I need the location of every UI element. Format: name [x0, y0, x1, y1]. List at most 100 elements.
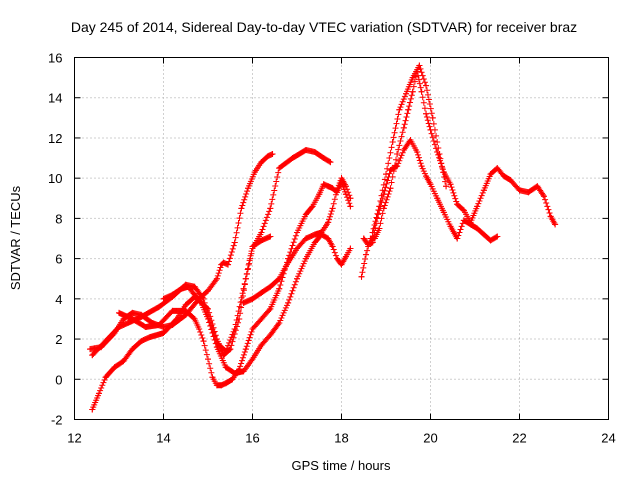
x-axis-label: GPS time / hours: [292, 458, 391, 473]
data-point: [191, 315, 198, 322]
series-arc-1: [87, 151, 276, 353]
data-point: [547, 213, 554, 220]
y-tick-label: 4: [55, 292, 62, 307]
data-point: [87, 346, 94, 353]
data-point: [245, 185, 252, 192]
data-point: [129, 315, 136, 322]
data-point: [500, 173, 507, 180]
x-tick-label: 24: [601, 431, 615, 446]
data-point: [205, 356, 211, 363]
data-point: [436, 151, 443, 158]
x-tick-label: 18: [334, 431, 348, 446]
data-point: [220, 259, 227, 266]
data-point: [265, 153, 272, 160]
data-point: [184, 283, 191, 290]
data-point: [380, 205, 387, 212]
data-point: [240, 299, 247, 306]
data-point: [200, 295, 207, 302]
data-point: [487, 171, 494, 178]
series-markers-arc-4: [116, 179, 354, 389]
data-point: [443, 183, 450, 190]
data-point: [494, 165, 501, 172]
data-point: [276, 285, 283, 292]
data-point: [325, 219, 332, 226]
data-point: [242, 275, 249, 282]
data-point: [325, 235, 332, 242]
series-arc-9: [369, 62, 450, 236]
data-series: [87, 62, 559, 413]
data-point: [267, 332, 274, 339]
series-arc-4: [116, 179, 354, 389]
data-point: [418, 163, 425, 170]
y-tick-label: 0: [55, 372, 62, 387]
data-point: [534, 183, 541, 190]
data-point: [409, 88, 416, 95]
data-point: [294, 245, 300, 252]
series-arc-3: [89, 233, 274, 413]
series-markers-arc-9: [369, 62, 450, 236]
data-point: [231, 239, 238, 246]
y-tick-label: 16: [48, 51, 62, 66]
data-point: [111, 364, 118, 371]
data-point: [347, 195, 354, 202]
data-point: [480, 187, 487, 194]
data-point: [416, 62, 423, 69]
data-point: [387, 167, 394, 174]
data-point: [205, 315, 211, 322]
data-point: [116, 309, 122, 316]
data-point: [200, 338, 207, 345]
data-point: [460, 217, 467, 224]
data-point: [507, 177, 514, 184]
chart-title: Day 245 of 2014, Sidereal Day-to-day VTE…: [71, 19, 577, 35]
data-point: [376, 203, 383, 210]
data-point: [334, 255, 341, 262]
data-point: [325, 183, 332, 190]
data-point: [249, 326, 256, 332]
data-point: [120, 358, 127, 365]
y-tick-label: 10: [48, 171, 62, 186]
data-point: [294, 229, 300, 236]
series-arc-8: [360, 136, 501, 248]
data-point: [229, 376, 236, 383]
data-point: [258, 315, 265, 322]
grid: [74, 57, 609, 420]
data-point: [387, 185, 394, 192]
data-point: [394, 151, 401, 158]
data-point: [329, 185, 336, 192]
data-point: [407, 136, 414, 143]
data-point: [222, 380, 229, 387]
data-point: [371, 235, 378, 242]
x-tick-label: 20: [423, 431, 437, 446]
data-point: [403, 90, 410, 97]
data-point: [320, 155, 327, 162]
data-point: [394, 163, 401, 170]
series-arc-7: [358, 68, 559, 280]
data-point: [267, 205, 274, 212]
data-point: [231, 370, 238, 377]
x-tick-label: 22: [512, 431, 526, 446]
data-point: [347, 203, 354, 210]
data-point: [320, 181, 327, 188]
data-point: [342, 253, 349, 260]
data-point: [124, 319, 131, 326]
data-point: [249, 243, 256, 250]
data-point: [267, 283, 274, 290]
data-point: [285, 299, 292, 306]
data-point: [329, 243, 336, 250]
data-point: [447, 223, 454, 230]
data-point: [285, 259, 292, 266]
data-point: [360, 235, 367, 242]
data-point: [389, 138, 396, 145]
data-point: [276, 319, 283, 326]
data-point: [89, 352, 96, 359]
data-point: [309, 203, 316, 210]
data-point: [338, 261, 345, 268]
data-point: [369, 239, 376, 246]
data-point: [89, 406, 96, 413]
series-markers-arc-3: [89, 233, 274, 413]
data-point: [213, 275, 220, 282]
data-point: [400, 124, 407, 131]
y-tick-label: 8: [55, 211, 62, 226]
data-point: [227, 346, 234, 353]
data-point: [225, 261, 232, 268]
